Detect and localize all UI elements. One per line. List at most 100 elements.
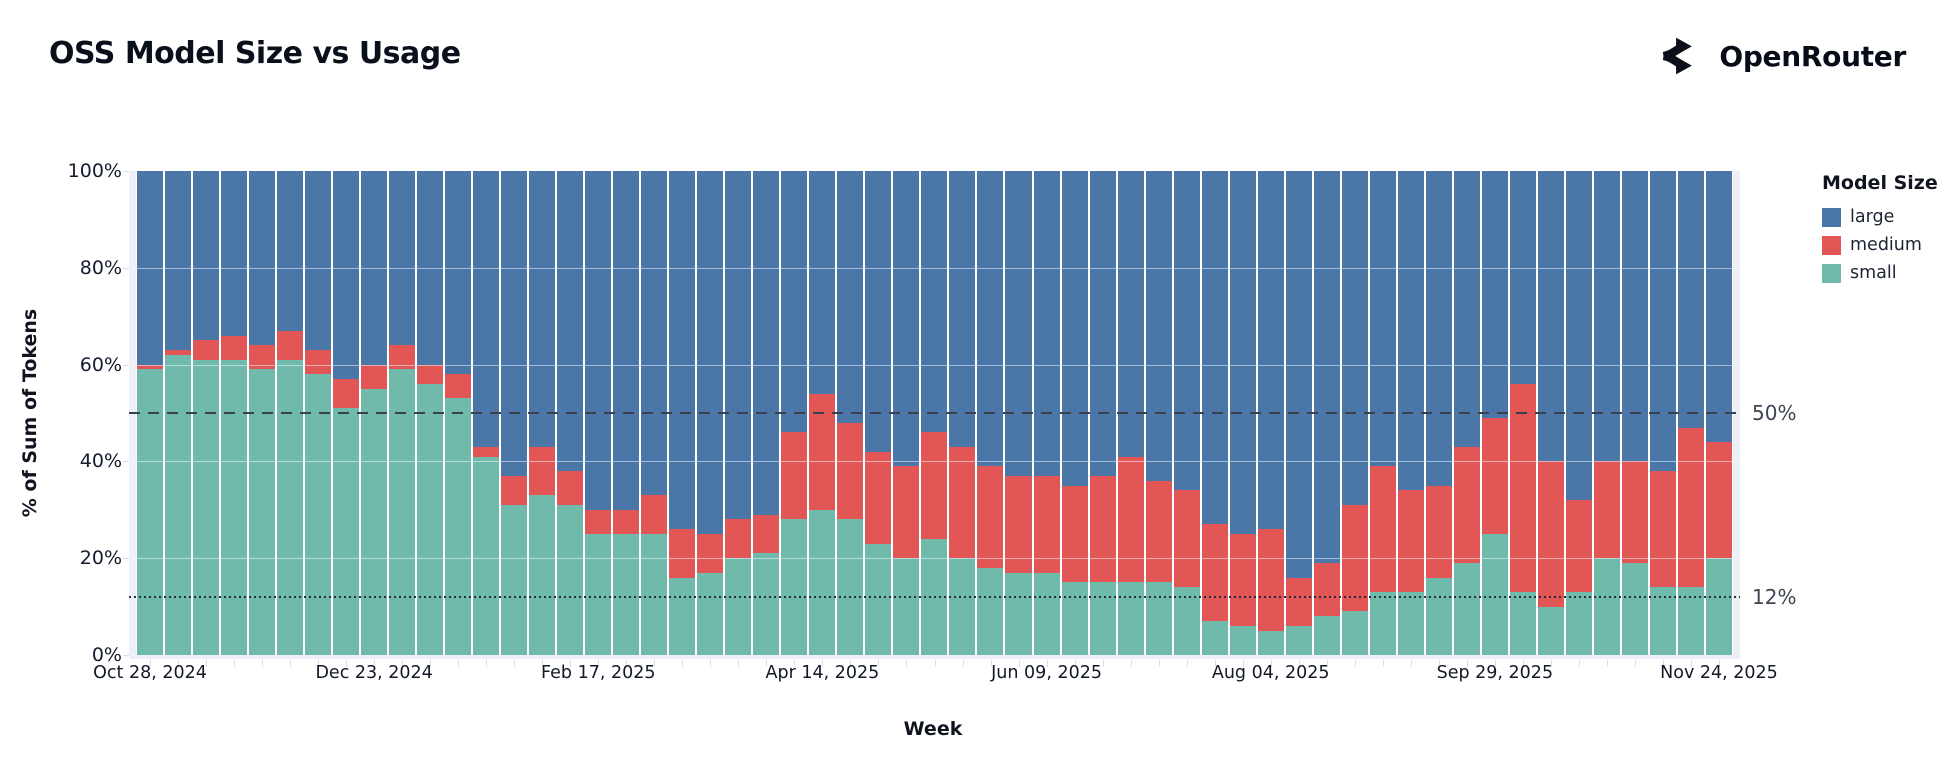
bar-week[interactable] bbox=[137, 171, 164, 655]
bar-segment-small[interactable] bbox=[1369, 592, 1396, 655]
bar-segment-small[interactable] bbox=[1173, 587, 1200, 655]
bar-week[interactable] bbox=[277, 171, 304, 655]
bar-segment-large[interactable] bbox=[1509, 171, 1536, 384]
bar-segment-small[interactable] bbox=[277, 359, 304, 655]
bar-segment-medium[interactable] bbox=[473, 446, 500, 457]
bar-week[interactable] bbox=[1089, 171, 1116, 655]
bar-segment-large[interactable] bbox=[1089, 171, 1116, 476]
bar-segment-small[interactable] bbox=[333, 408, 360, 655]
bar-week[interactable] bbox=[557, 171, 584, 655]
bar-week[interactable] bbox=[333, 171, 360, 655]
bar-segment-medium[interactable] bbox=[669, 529, 696, 578]
bar-week[interactable] bbox=[893, 171, 920, 655]
bar-week[interactable] bbox=[1005, 171, 1032, 655]
bar-week[interactable] bbox=[865, 171, 892, 655]
bar-segment-medium[interactable] bbox=[1509, 383, 1536, 593]
bar-segment-medium[interactable] bbox=[1145, 480, 1172, 583]
bar-segment-large[interactable] bbox=[1621, 171, 1648, 462]
bar-segment-large[interactable] bbox=[1061, 171, 1088, 486]
bar-segment-large[interactable] bbox=[1341, 171, 1368, 505]
legend-swatch-small[interactable] bbox=[1822, 263, 1841, 283]
bar-segment-large[interactable] bbox=[193, 171, 220, 341]
bar-segment-medium[interactable] bbox=[1453, 446, 1480, 564]
bar-segment-medium[interactable] bbox=[137, 364, 164, 370]
bar-week[interactable] bbox=[165, 171, 192, 655]
bar-segment-small[interactable] bbox=[949, 558, 976, 655]
bar-segment-large[interactable] bbox=[249, 171, 276, 346]
bar-segment-small[interactable] bbox=[1341, 611, 1368, 655]
bar-segment-medium[interactable] bbox=[1005, 475, 1032, 573]
bar-segment-small[interactable] bbox=[1649, 587, 1676, 655]
bar-segment-small[interactable] bbox=[1621, 563, 1648, 655]
bar-segment-medium[interactable] bbox=[837, 422, 864, 520]
bar-segment-small[interactable] bbox=[137, 369, 164, 655]
bar-week[interactable] bbox=[1341, 171, 1368, 655]
bar-week[interactable] bbox=[1565, 171, 1592, 655]
bar-segment-small[interactable] bbox=[865, 543, 892, 655]
bar-segment-large[interactable] bbox=[361, 171, 388, 365]
bar-week[interactable] bbox=[305, 171, 332, 655]
bar-segment-medium[interactable] bbox=[1649, 471, 1676, 588]
bar-week[interactable] bbox=[361, 171, 388, 655]
bar-segment-small[interactable] bbox=[1593, 558, 1620, 655]
bar-segment-medium[interactable] bbox=[445, 374, 472, 399]
bar-segment-small[interactable] bbox=[305, 374, 332, 655]
bar-segment-small[interactable] bbox=[641, 534, 668, 655]
bar-segment-large[interactable] bbox=[1705, 171, 1732, 443]
bar-segment-large[interactable] bbox=[557, 171, 584, 472]
bar-week[interactable] bbox=[921, 171, 948, 655]
bar-segment-large[interactable] bbox=[1537, 171, 1564, 462]
bar-segment-medium[interactable] bbox=[389, 345, 416, 370]
bar-segment-large[interactable] bbox=[333, 171, 360, 380]
bar-week[interactable] bbox=[753, 171, 780, 655]
bar-segment-small[interactable] bbox=[585, 534, 612, 655]
bar-segment-medium[interactable] bbox=[1089, 475, 1116, 583]
bar-week[interactable] bbox=[1705, 171, 1732, 655]
bar-segment-small[interactable] bbox=[1201, 621, 1228, 655]
bar-week[interactable] bbox=[697, 171, 724, 655]
bar-segment-large[interactable] bbox=[417, 171, 444, 365]
bar-segment-small[interactable] bbox=[977, 567, 1004, 655]
bar-segment-medium[interactable] bbox=[585, 509, 612, 534]
bar-segment-small[interactable] bbox=[389, 369, 416, 655]
bar-segment-medium[interactable] bbox=[1117, 456, 1144, 583]
bar-segment-medium[interactable] bbox=[1285, 577, 1312, 626]
bar-segment-large[interactable] bbox=[1257, 171, 1284, 530]
bar-segment-medium[interactable] bbox=[781, 432, 808, 520]
bar-segment-small[interactable] bbox=[613, 534, 640, 655]
bar-week[interactable] bbox=[221, 171, 248, 655]
bar-segment-large[interactable] bbox=[753, 171, 780, 515]
bar-segment-small[interactable] bbox=[1705, 558, 1732, 655]
bar-week[interactable] bbox=[781, 171, 808, 655]
bar-segment-large[interactable] bbox=[1425, 171, 1452, 486]
bar-segment-large[interactable] bbox=[445, 171, 472, 375]
bar-segment-large[interactable] bbox=[1145, 171, 1172, 481]
bar-week[interactable] bbox=[1649, 171, 1676, 655]
legend-item-small[interactable]: small bbox=[1822, 263, 1952, 283]
bar-segment-small[interactable] bbox=[501, 504, 528, 655]
bar-segment-small[interactable] bbox=[1033, 572, 1060, 655]
bar-week[interactable] bbox=[1285, 171, 1312, 655]
bar-segment-small[interactable] bbox=[1537, 606, 1564, 655]
bar-segment-large[interactable] bbox=[781, 171, 808, 433]
bar-segment-small[interactable] bbox=[725, 558, 752, 655]
bar-week[interactable] bbox=[417, 171, 444, 655]
bar-week[interactable] bbox=[1509, 171, 1536, 655]
bar-segment-medium[interactable] bbox=[1061, 485, 1088, 583]
bar-segment-medium[interactable] bbox=[1537, 461, 1564, 607]
bar-segment-medium[interactable] bbox=[277, 330, 304, 360]
bar-segment-large[interactable] bbox=[221, 171, 248, 336]
bar-week[interactable] bbox=[1033, 171, 1060, 655]
bar-segment-small[interactable] bbox=[361, 388, 388, 655]
legend-item-large[interactable]: large bbox=[1822, 207, 1952, 227]
bar-segment-large[interactable] bbox=[1397, 171, 1424, 491]
bar-segment-medium[interactable] bbox=[305, 350, 332, 375]
bar-segment-large[interactable] bbox=[585, 171, 612, 510]
bar-week[interactable] bbox=[1061, 171, 1088, 655]
bar-segment-small[interactable] bbox=[1509, 592, 1536, 655]
bar-segment-large[interactable] bbox=[137, 171, 164, 365]
bar-segment-large[interactable] bbox=[1453, 171, 1480, 447]
bar-segment-medium[interactable] bbox=[1481, 417, 1508, 534]
bar-segment-small[interactable] bbox=[1313, 616, 1340, 655]
bar-segment-small[interactable] bbox=[1565, 592, 1592, 655]
